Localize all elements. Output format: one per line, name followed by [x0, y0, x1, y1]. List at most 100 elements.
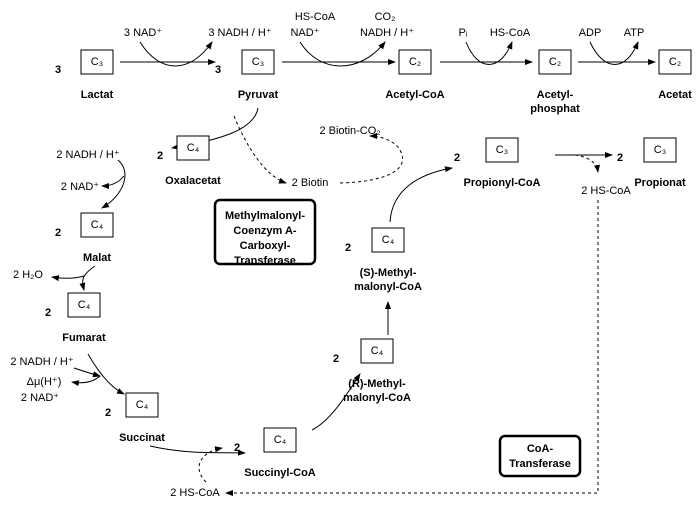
- stoichiometry: 3: [215, 64, 221, 76]
- enzyme-label: Carboxyl-: [240, 240, 291, 252]
- cofactor: Δμ(H⁺): [27, 376, 62, 388]
- arrow: [299, 41, 386, 67]
- cofactor: NADH / H⁺: [360, 27, 414, 39]
- carbon-count: C₄: [91, 219, 104, 231]
- carbon-count: C₄: [371, 345, 384, 357]
- carbon-count: C₂: [669, 56, 681, 68]
- compound-label: malonyl-CoA: [343, 392, 411, 404]
- carbon-count: C₂: [409, 56, 421, 68]
- arrow: [101, 159, 126, 209]
- arrow: [149, 445, 246, 456]
- stoichiometry: 2: [157, 150, 163, 162]
- carbon-count: C₃: [91, 56, 103, 68]
- cofactor: 2 NAD⁺: [61, 181, 99, 193]
- compound-label: (R)-Methyl-: [348, 378, 406, 390]
- cofactor: 2 HS-CoA: [581, 185, 631, 197]
- arrow: [139, 41, 213, 67]
- stoichiometry: 2: [45, 307, 51, 319]
- cofactor: 2 H₂O: [13, 269, 43, 281]
- carbon-count: C₄: [187, 142, 200, 154]
- compound-label: Acetyl-CoA: [385, 89, 444, 101]
- carbon-box: [80, 49, 114, 75]
- compound-label: Propionyl-CoA: [464, 177, 541, 189]
- cofactor: ATP: [624, 27, 645, 39]
- arrow: [589, 41, 639, 65]
- carbon-box: [371, 227, 405, 253]
- carbon-count: C₃: [252, 56, 264, 68]
- enzyme-box: [213, 198, 317, 266]
- stoichiometry: 2: [55, 227, 61, 239]
- enzyme-label: Coenzym A-: [233, 225, 296, 237]
- cofactor: ADP: [579, 27, 602, 39]
- carbon-box: [176, 135, 210, 161]
- carbon-box: [125, 392, 159, 418]
- carbon-box: [241, 49, 275, 75]
- arrow: [311, 373, 361, 431]
- carbon-box: [485, 137, 519, 163]
- enzyme-label: CoA-: [527, 443, 554, 455]
- stoichiometry: 2: [105, 407, 111, 419]
- compound-label: Fumarat: [62, 332, 106, 344]
- compound-label: malonyl-CoA: [354, 281, 422, 293]
- dashed-arrow: [233, 115, 287, 184]
- stoichiometry: 3: [55, 64, 61, 76]
- stoichiometry: 2: [617, 152, 623, 164]
- arrow: [73, 367, 101, 378]
- carbon-count: C₃: [654, 144, 666, 156]
- dashed-arrow: [198, 446, 223, 483]
- stoichiometry: 2: [333, 353, 339, 365]
- carbon-box: [658, 49, 692, 75]
- compound-label: phosphat: [530, 103, 580, 115]
- cofactor: HS-CoA: [490, 27, 531, 39]
- cofactor: CO₂: [375, 11, 396, 23]
- compound-label: Lactat: [81, 89, 114, 101]
- arrows: [51, 41, 656, 496]
- dashed-arrow: [225, 200, 599, 496]
- enzyme-label: Transferase: [509, 458, 571, 470]
- compound-label: Propionat: [634, 177, 686, 189]
- stoichiometry: 2: [345, 242, 351, 254]
- carbon-count: C₄: [136, 399, 149, 411]
- arrow: [389, 166, 453, 223]
- compound-label: Succinyl-CoA: [244, 467, 316, 479]
- carbon-box: [67, 292, 101, 318]
- cofactor: 2 NADH / H⁺: [56, 149, 119, 161]
- carbon-count: C₂: [549, 56, 561, 68]
- stoichiometry: 2: [454, 152, 460, 164]
- compound-label: Acetat: [658, 89, 692, 101]
- carbon-count: C₃: [496, 144, 508, 156]
- carbon-box: [643, 137, 677, 163]
- carbon-count: C₄: [274, 434, 287, 446]
- carbon-box: [263, 427, 297, 453]
- cofactor: Pᵢ: [458, 27, 467, 39]
- cofactor: 2 NAD⁺: [21, 392, 59, 404]
- carbon-box: [80, 212, 114, 238]
- arrow: [101, 175, 125, 189]
- cofactor: 2 NADH / H⁺: [10, 356, 73, 368]
- carbon-box: [360, 338, 394, 364]
- cofactor: 2 Biotin: [292, 177, 329, 189]
- arrow: [51, 275, 85, 282]
- carbon-count: C₄: [78, 299, 91, 311]
- compound-label: (S)-Methyl-: [360, 267, 417, 279]
- cofactor: 3 NADH / H⁺: [208, 27, 271, 39]
- enzyme-label: Methylmalonyl-: [225, 210, 305, 222]
- enzyme-box: [498, 434, 582, 478]
- cofactor: 2 Biotin-CO₂: [319, 125, 380, 137]
- arrow: [87, 353, 125, 395]
- compound-label: Oxalacetat: [165, 175, 221, 187]
- cofactor: 3 NAD⁺: [124, 27, 162, 39]
- stoichiometry: 2: [234, 442, 240, 454]
- compound-label: Malat: [83, 252, 111, 264]
- enzyme-label: Transferase: [234, 255, 296, 267]
- arrow: [71, 375, 101, 387]
- carbon-count: C₄: [382, 234, 395, 246]
- carbon-box: [398, 49, 432, 75]
- arrow: [465, 41, 513, 65]
- compound-label: Acetyl-: [537, 89, 574, 101]
- cofactor: HS-CoA: [295, 11, 336, 23]
- carbon-box: [538, 49, 572, 75]
- dashed-arrow: [339, 133, 403, 184]
- cofactor: 2 HS-CoA: [170, 487, 220, 499]
